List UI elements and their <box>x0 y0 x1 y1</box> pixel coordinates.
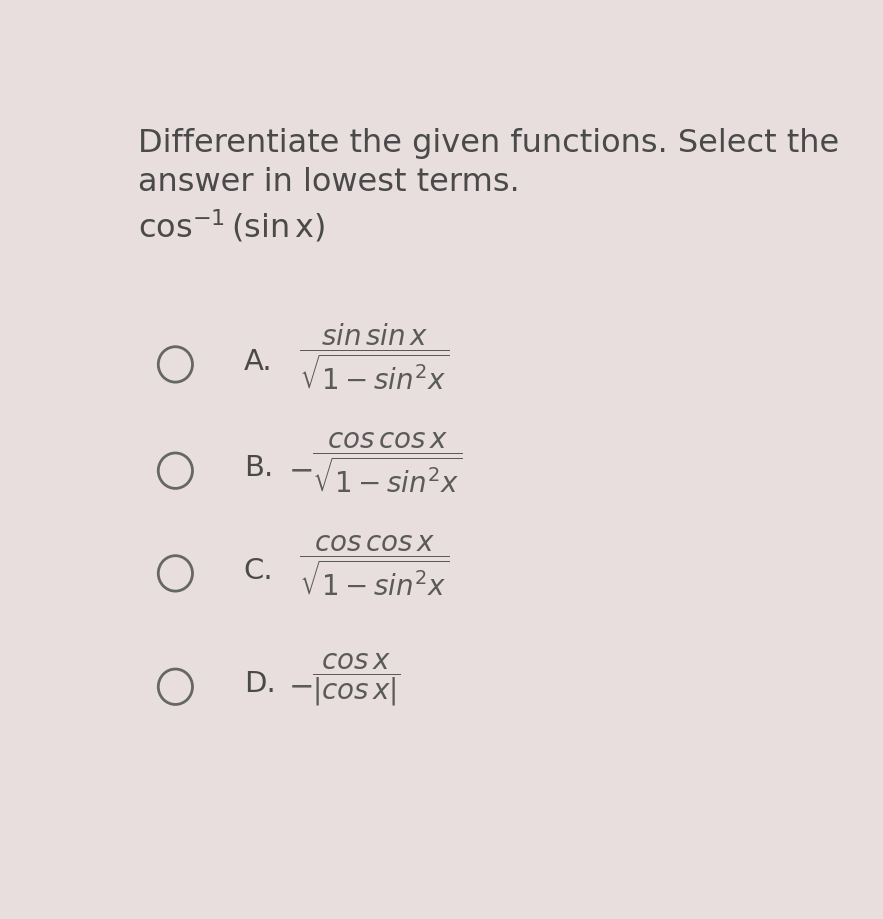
Text: $\dfrac{\mathit{cos\,cos\,x}}{\sqrt{1-\mathit{sin}^2\mathit{x}}}$: $\dfrac{\mathit{cos\,cos\,x}}{\sqrt{1-\m… <box>298 533 449 597</box>
Text: $\mathrm{cos}^{-1}\,\mathrm{(sin\,x)}$: $\mathrm{cos}^{-1}\,\mathrm{(sin\,x)}$ <box>138 208 325 244</box>
Text: $\dfrac{\mathit{sin\,sin\,x}}{\sqrt{1-\mathit{sin}^2\mathit{x}}}$: $\dfrac{\mathit{sin\,sin\,x}}{\sqrt{1-\m… <box>298 322 449 391</box>
Text: D.: D. <box>244 669 275 698</box>
Text: A.: A. <box>244 347 273 376</box>
Text: $\dfrac{\mathit{cos\,x}}{|\mathit{cos\,x}|}$: $\dfrac{\mathit{cos\,x}}{|\mathit{cos\,x… <box>313 651 401 707</box>
Text: $-$: $-$ <box>289 670 313 699</box>
Text: B.: B. <box>244 454 273 482</box>
Text: answer in lowest terms.: answer in lowest terms. <box>138 167 519 198</box>
Text: Differentiate the given functions. Select the: Differentiate the given functions. Selec… <box>138 128 839 159</box>
Text: $\dfrac{\mathit{cos\,cos\,x}}{\sqrt{1-\mathit{sin}^2\mathit{x}}}$: $\dfrac{\mathit{cos\,cos\,x}}{\sqrt{1-\m… <box>313 431 463 494</box>
Text: $-$: $-$ <box>289 455 313 483</box>
Text: C.: C. <box>244 556 274 584</box>
